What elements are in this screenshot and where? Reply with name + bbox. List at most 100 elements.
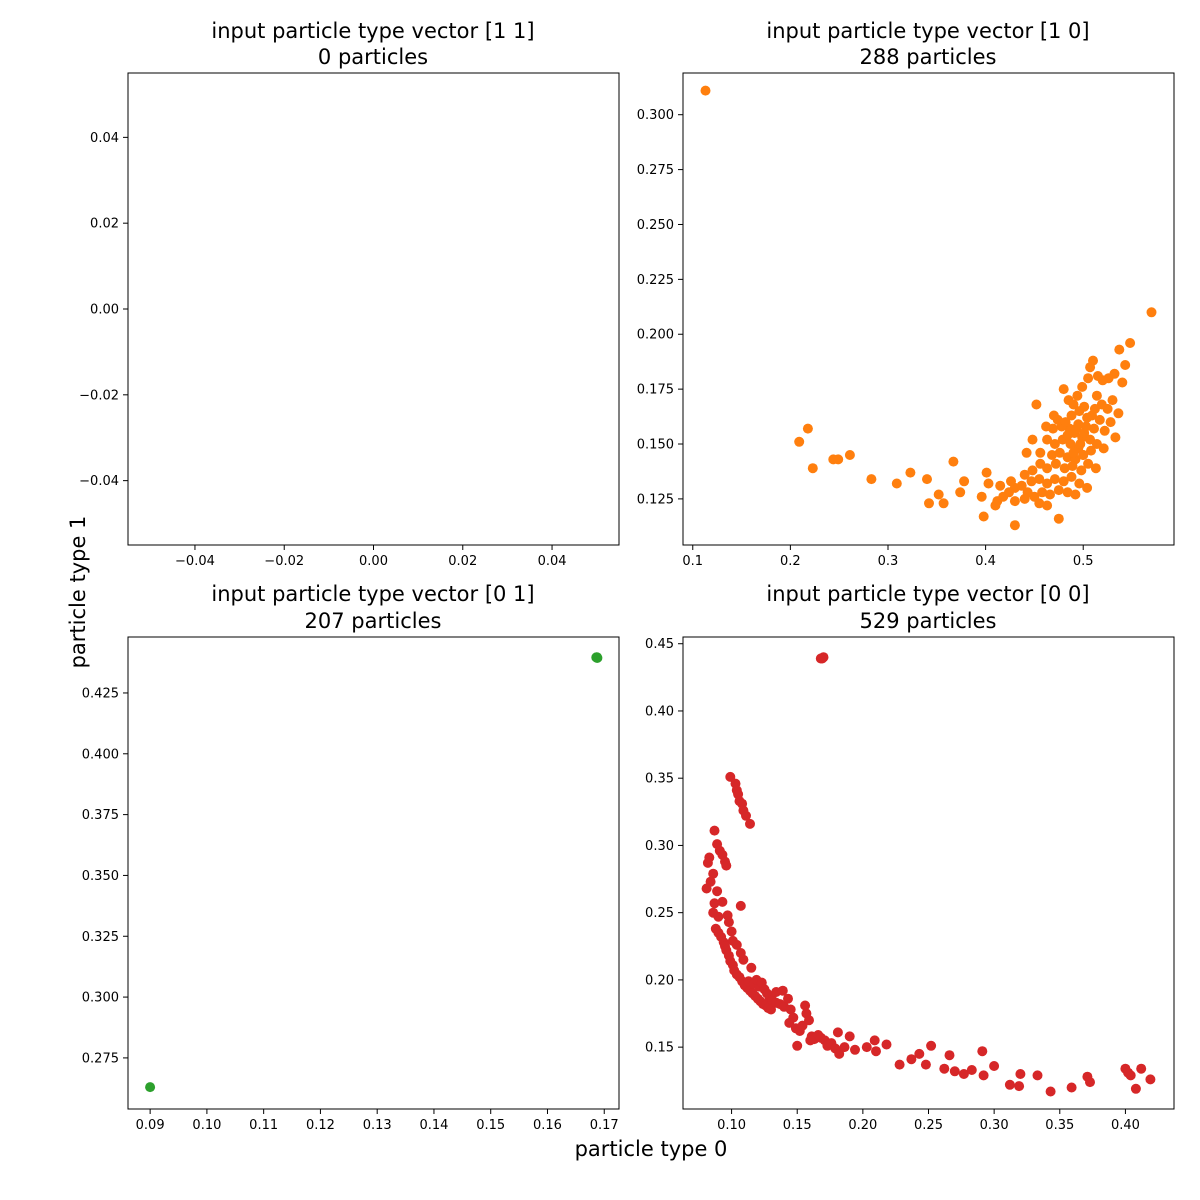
scatter-point [1041, 421, 1052, 432]
scatter-point [832, 1027, 843, 1038]
scatter-point [745, 818, 755, 829]
scatter-point [1071, 423, 1082, 434]
y-tick-label: 0.04 [90, 131, 119, 146]
scatter-point [1068, 447, 1079, 458]
scatter-point [906, 1054, 917, 1065]
scatter-point [1027, 465, 1038, 476]
scatter-point [1042, 434, 1053, 445]
scatter-point [1098, 443, 1109, 454]
scatter-point [1058, 476, 1069, 487]
scatter-point [938, 498, 949, 509]
scatter-point [958, 1069, 969, 1079]
scatter-point [976, 491, 987, 502]
scatter-point [792, 1040, 803, 1051]
subplot-subtitle: 207 particles [305, 609, 442, 633]
scatter-point [1125, 338, 1136, 348]
y-tick-label: 0.30 [645, 839, 674, 854]
scatter-point [815, 653, 826, 664]
x-tick-label: 0.30 [980, 1118, 1009, 1133]
x-tick-label: 0.1 [682, 554, 703, 569]
scatter-point [1004, 1079, 1015, 1090]
x-tick-label: 0.12 [306, 1118, 335, 1133]
scatter-point [1076, 465, 1087, 476]
x-tick-label: 0.20 [848, 1118, 877, 1133]
x-tick-label: 0.2 [780, 554, 801, 569]
scatter-point [1042, 500, 1053, 511]
subplot-title: input particle type vector [0 0] [766, 582, 1089, 606]
x-tick-label: 0.10 [717, 1118, 746, 1133]
scatter-point [1062, 487, 1073, 498]
scatter-point [777, 985, 788, 996]
scatter-point [871, 1046, 881, 1057]
scatter-point [1082, 482, 1093, 493]
scatter-point [844, 1031, 855, 1042]
scatter-point [721, 860, 732, 871]
plot-area-frame [682, 72, 1175, 546]
x-tick-label: 0.11 [249, 1118, 278, 1133]
y-tick-label: 0.35 [645, 772, 674, 787]
scatter-point [1045, 1086, 1056, 1097]
y-tick-label: 0.45 [645, 637, 674, 652]
points-layer [145, 652, 603, 1093]
scatter-point [1125, 1070, 1136, 1081]
scatter-point [1035, 458, 1046, 469]
scatter-point [1067, 461, 1078, 471]
scatter-point [1066, 471, 1077, 482]
scatter-point [978, 1070, 989, 1081]
y-tick-label: 0.275 [637, 163, 674, 178]
scatter-point [1085, 362, 1096, 373]
scatter-point [1083, 458, 1094, 469]
scatter-point [1094, 414, 1105, 425]
scatter-point [756, 977, 767, 988]
y-tick-label: 0.225 [637, 273, 674, 288]
y-tick-label: 0.250 [637, 218, 674, 233]
scatter-point [712, 886, 723, 897]
scatter-point [1031, 399, 1042, 410]
y-tick-label: 0.275 [82, 1051, 119, 1066]
x-tick-label: 0.13 [363, 1118, 392, 1133]
scatter-point [828, 454, 839, 465]
scatter-point [1117, 377, 1128, 388]
x-tick-label: 0.15 [783, 1118, 812, 1133]
scatter-point [1050, 458, 1061, 469]
y-tick-label: 0.20 [645, 973, 674, 988]
scatter-point [839, 1042, 850, 1053]
x-tick-label: 0.02 [448, 554, 477, 569]
scatter-point [1082, 412, 1093, 423]
x-tick-label: 0.17 [590, 1118, 619, 1133]
scatter-point [709, 825, 720, 836]
scatter-point [1037, 487, 1048, 498]
scatter-point [1009, 496, 1020, 507]
scatter-point [807, 463, 818, 474]
scatter-point [762, 988, 772, 999]
scatter-point [981, 467, 992, 478]
scatter-point [1114, 344, 1125, 355]
scatter-point [850, 1044, 860, 1055]
scatter-point [717, 896, 728, 907]
subplot-bottom-right: input particle type vector [0 0] 529 par… [645, 582, 1175, 1133]
scatter-point [924, 498, 934, 509]
scatter-point [1146, 307, 1157, 318]
scatter-point [894, 1059, 905, 1070]
scatter-point [741, 810, 751, 821]
scatter-point [949, 1066, 960, 1077]
scatter-point [933, 489, 944, 500]
scatter-point [939, 1063, 950, 1074]
scatter-point [1026, 476, 1037, 487]
y-tick-label: 0.400 [82, 747, 119, 762]
scatter-point [1060, 417, 1071, 428]
scatter-point [944, 1050, 955, 1061]
scatter-point [869, 1035, 880, 1046]
scatter-point [805, 1035, 816, 1046]
y-tick-label: 0.00 [90, 303, 119, 318]
y-tick-label: 0.40 [645, 704, 674, 719]
scatter-point [1034, 498, 1045, 509]
x-tick-label: 0.25 [914, 1118, 943, 1133]
scatter-point [983, 478, 994, 489]
scatter-point [723, 917, 734, 928]
scatter-point [1083, 373, 1094, 384]
x-tick-label: 0.40 [1111, 1118, 1140, 1133]
scatter-point [1079, 428, 1090, 438]
scatter-point [1014, 1081, 1025, 1092]
